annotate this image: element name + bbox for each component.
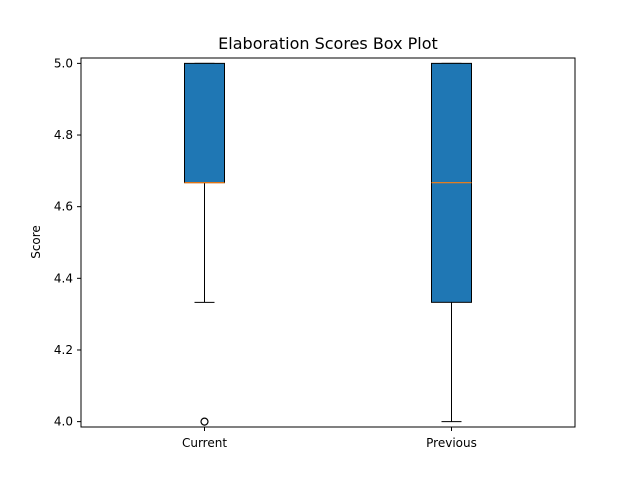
plot-area-frame — [80, 57, 576, 428]
x-tick-label-1: Previous — [426, 436, 477, 450]
box-group-1 — [431, 62, 472, 423]
axes: 4.0 4.2 4.4 4.6 4.8 5.0 Current Previous — [54, 56, 477, 450]
box-group-0 — [184, 62, 225, 426]
outlier-point-0-0 — [200, 417, 209, 426]
y-axis-label: Score — [29, 225, 43, 259]
plot-marks — [184, 62, 472, 426]
y-tick-label-4: 4.8 — [54, 128, 73, 142]
y-tick-label-5: 5.0 — [54, 56, 73, 70]
y-tick-label-1: 4.2 — [54, 343, 73, 357]
y-tick-label-3: 4.6 — [54, 200, 73, 214]
chart-title: Elaboration Scores Box Plot — [218, 34, 438, 53]
x-tick-label-0: Current — [182, 436, 227, 450]
y-tick-label-2: 4.4 — [54, 271, 73, 285]
y-tick-label-0: 4.0 — [54, 415, 73, 429]
box-0 — [184, 62, 225, 184]
